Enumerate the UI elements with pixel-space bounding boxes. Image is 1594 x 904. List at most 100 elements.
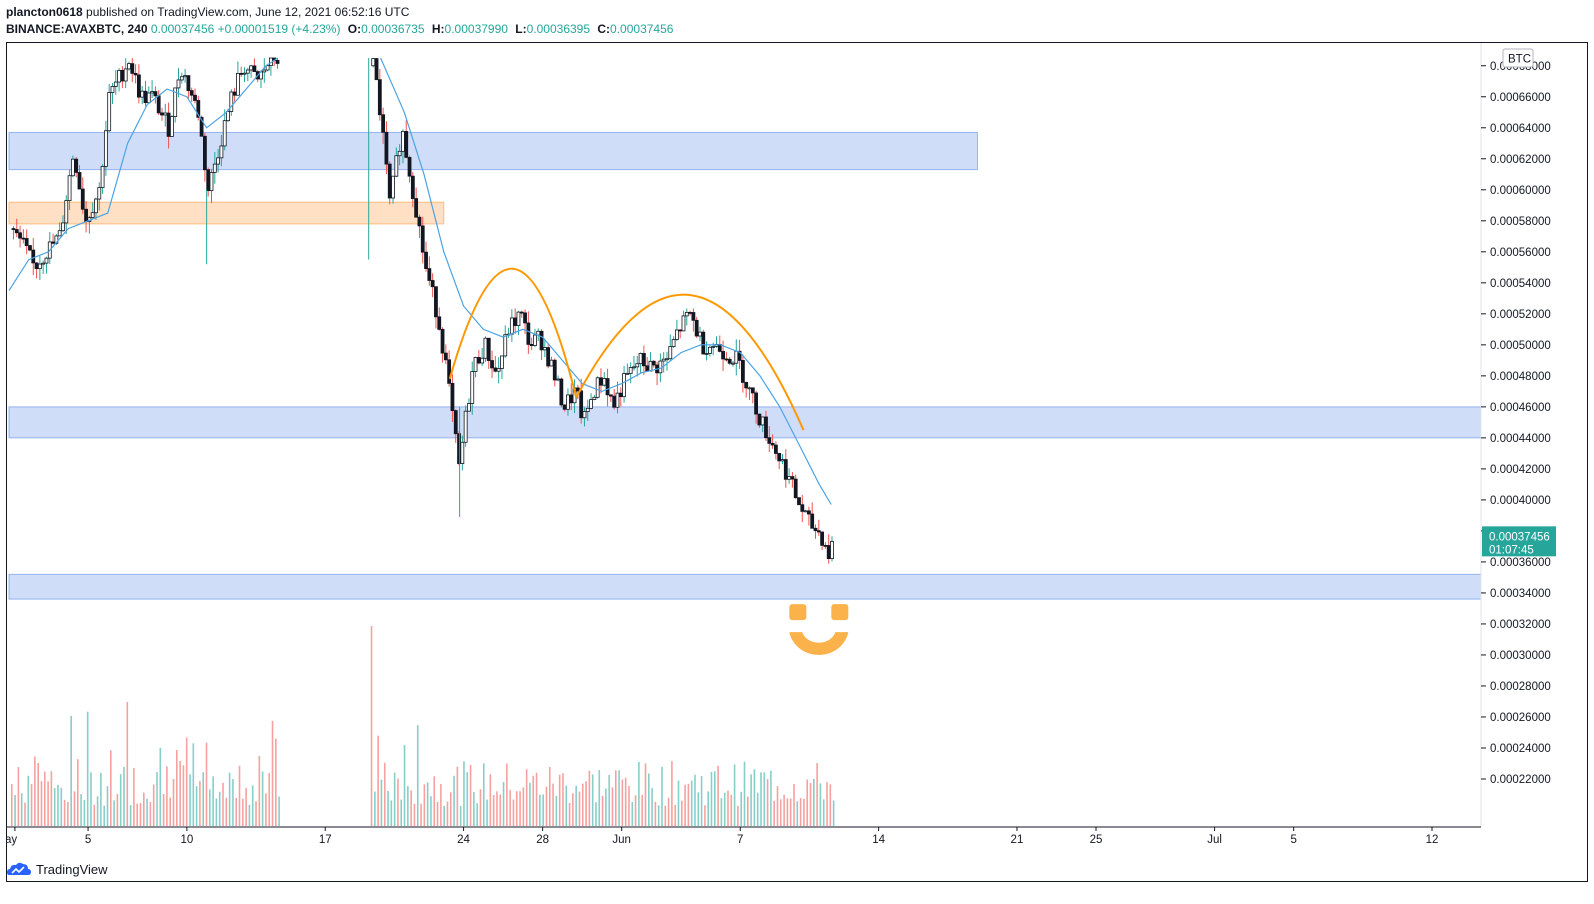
candle-body [760,416,765,426]
candle-body [651,360,656,366]
volume-bar [555,795,558,826]
volume-bar [819,783,822,826]
volume-bar [651,788,653,826]
candle-body [688,311,692,314]
time-tick-label: 25 [1090,834,1103,846]
candle-body [707,346,712,354]
price-tick-label: 0.00056000 [1490,247,1551,259]
candle-body [684,311,689,317]
volume-bar [743,761,746,826]
published-text: published on TradingView.com, June 12, 2… [86,5,410,19]
volume-bar [172,778,175,826]
price-tick-label: 0.00036000 [1490,557,1551,569]
volume-bar [228,772,231,826]
volume-bar [205,742,208,826]
price-tick-label: 0.00066000 [1490,92,1551,104]
candle-body [780,459,785,462]
candle-body [589,399,593,409]
pattern-arc-1[interactable] [448,267,578,398]
candle-body [394,155,399,177]
open-label: O: [347,22,362,36]
currency-badge[interactable] [1502,48,1534,68]
volume-bar [209,789,211,826]
volume-bar [674,804,676,826]
volume-bar [638,761,640,826]
price-tick-label: 0.00058000 [1490,216,1551,228]
volume-bar [70,716,72,826]
volume-bar [440,784,442,826]
candle-body [146,92,151,104]
volume-bar [628,785,630,826]
candle-body [737,350,742,361]
candle-body [130,63,135,74]
candle-body [641,353,646,367]
last-price-badge [1482,526,1556,557]
chart-frame[interactable]: 0.00022000 0.00024000 0.00026000 0.00028000… [6,42,1588,882]
volume-bar [532,775,535,826]
volume-bar [793,784,795,826]
volume-bar [446,801,449,826]
price-tick-label: 0.00048000 [1490,371,1551,383]
volume-bar [149,802,152,826]
candle-body [424,251,428,269]
volume-bar [796,801,799,826]
candle-body [199,116,204,137]
volume-bar [684,784,686,826]
volume-bar [664,805,667,826]
tradingview-logo[interactable]: TradingView [6,861,108,877]
volume-bar [176,750,178,826]
candle-body [133,72,138,76]
volume-bar [67,801,69,826]
candle-body [381,114,386,133]
volume-bar [37,762,39,826]
volume-bar [539,794,541,826]
volume-bar [179,760,181,826]
candle-body [166,112,171,137]
candle-body [74,158,79,173]
volume-bar [459,805,462,826]
volume-bar [119,774,122,826]
volume-bar [611,787,614,826]
pattern-arc-2[interactable] [575,293,805,431]
price-chart[interactable]: 0.00022000 0.00024000 0.00026000 0.00028000… [7,43,1587,881]
volume-bar [47,781,49,826]
zone-blue-2[interactable] [8,406,1482,439]
volume-bar [57,784,59,826]
candle-body [490,360,494,369]
author-name[interactable]: plancton0618 [6,5,83,19]
candle-body [635,363,640,368]
candle-body [671,339,676,347]
candle-body [813,527,818,532]
candle-body [747,387,752,390]
zone-orange-1[interactable] [8,201,445,225]
volume-bar [146,798,148,826]
low-value: 0.00036395 [526,22,591,36]
volume-bar [614,770,617,826]
candle-body [542,347,547,351]
candle-body [417,216,422,227]
candle-body [160,112,164,116]
volume-bar [509,790,511,826]
volume-bar [393,772,396,826]
volume-bar [677,780,680,826]
volume-bar [803,798,805,826]
candle-body [638,353,643,365]
candle-body [757,413,762,426]
volume-bar [730,794,733,826]
volume-bar [671,761,673,826]
volume-bar [195,786,198,826]
candle-body [734,350,739,364]
countdown-label: 01:07:45 [1489,544,1534,556]
change-value: +0.00001519 (+4.23%) [217,22,341,36]
volume-bar [212,776,214,826]
zone-blue-3[interactable] [8,573,1482,600]
volume-bar [740,791,743,826]
candle-body [592,396,597,400]
candle-body [476,357,481,364]
zone-blue-0[interactable] [8,131,978,171]
candle-body [615,392,620,408]
candle-body [212,163,217,173]
time-tick-label: 5 [85,834,91,846]
candle-body [397,150,402,157]
candle-body [599,377,603,386]
